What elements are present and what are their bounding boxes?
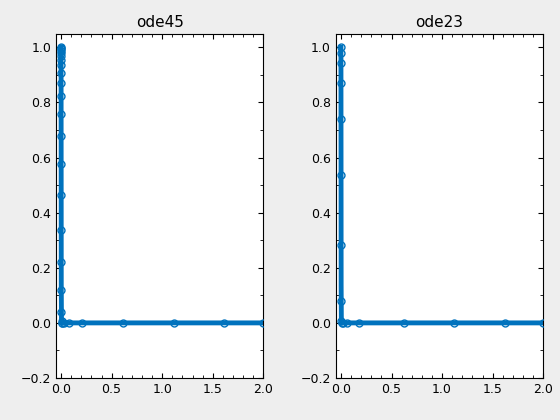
Title: ode45: ode45 [136, 15, 184, 30]
Title: ode23: ode23 [416, 15, 464, 30]
